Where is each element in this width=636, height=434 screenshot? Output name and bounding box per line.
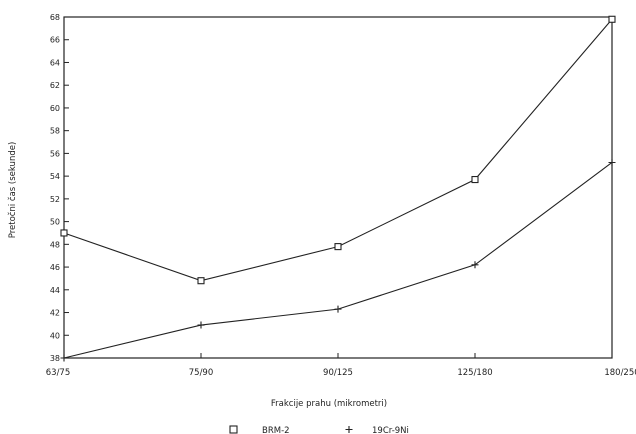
y-tick-label: 46 xyxy=(50,263,60,272)
y-tick-label: 58 xyxy=(50,127,60,136)
legend-item-19cr9ni: 19Cr-9Ni xyxy=(345,426,409,434)
legend: BRM-2 19Cr-9Ni xyxy=(229,425,409,434)
x-tick-label: 63/75 xyxy=(46,368,71,378)
data-point-square xyxy=(60,229,68,237)
legend-plus-marker-icon xyxy=(345,426,353,433)
data-point-square xyxy=(334,243,342,251)
data-point-plus xyxy=(334,305,342,313)
series-line-2 xyxy=(63,162,613,359)
data-point-plus xyxy=(60,354,68,362)
data-point-square xyxy=(197,277,205,285)
y-tick-label: 52 xyxy=(50,195,60,204)
y-tick-label: 60 xyxy=(50,104,60,113)
data-point-plus xyxy=(471,261,479,269)
x-tick-label: 180/250 xyxy=(604,368,636,378)
y-tick-label: 50 xyxy=(50,218,60,227)
data-point-plus xyxy=(608,158,616,166)
y-tick-label: 64 xyxy=(50,58,60,67)
data-point-square xyxy=(608,15,616,23)
y-axis-label: Pretočni čas (sekunde) xyxy=(7,142,18,239)
legend-square-marker-icon xyxy=(229,425,238,434)
series-line-1 xyxy=(63,18,613,282)
y-tick-label: 38 xyxy=(50,354,60,363)
y-tick-label: 54 xyxy=(50,172,60,181)
legend-item-brm2: BRM-2 xyxy=(229,425,290,434)
y-tick-label: 42 xyxy=(50,309,60,318)
x-tick-label: 125/180 xyxy=(457,368,492,378)
y-tick-label: 62 xyxy=(50,81,60,90)
data-point-plus xyxy=(197,321,205,329)
x-axis-ticks: 63/75 75/90 90/125 125/180 180/250 xyxy=(46,353,636,378)
x-axis-label: Frakcije prahu (mikrometri) xyxy=(271,399,387,409)
legend-label-brm2: BRM-2 xyxy=(262,426,290,434)
y-tick-label: 56 xyxy=(50,149,60,158)
series-layer xyxy=(60,15,616,362)
legend-label-19cr9ni: 19Cr-9Ni xyxy=(372,426,409,434)
x-tick-label: 90/125 xyxy=(323,368,353,378)
y-tick-label: 44 xyxy=(50,286,60,295)
y-tick-label: 48 xyxy=(50,240,60,249)
y-tick-label: 68 xyxy=(50,13,60,22)
data-point-square xyxy=(471,175,479,184)
y-tick-label: 66 xyxy=(50,36,60,45)
x-tick-label: 75/90 xyxy=(189,368,214,378)
y-tick-label: 40 xyxy=(50,331,60,340)
y-axis-ticks: 38 40 42 44 46 48 50 52 54 56 58 60 62 64 66 68 xyxy=(50,13,69,363)
